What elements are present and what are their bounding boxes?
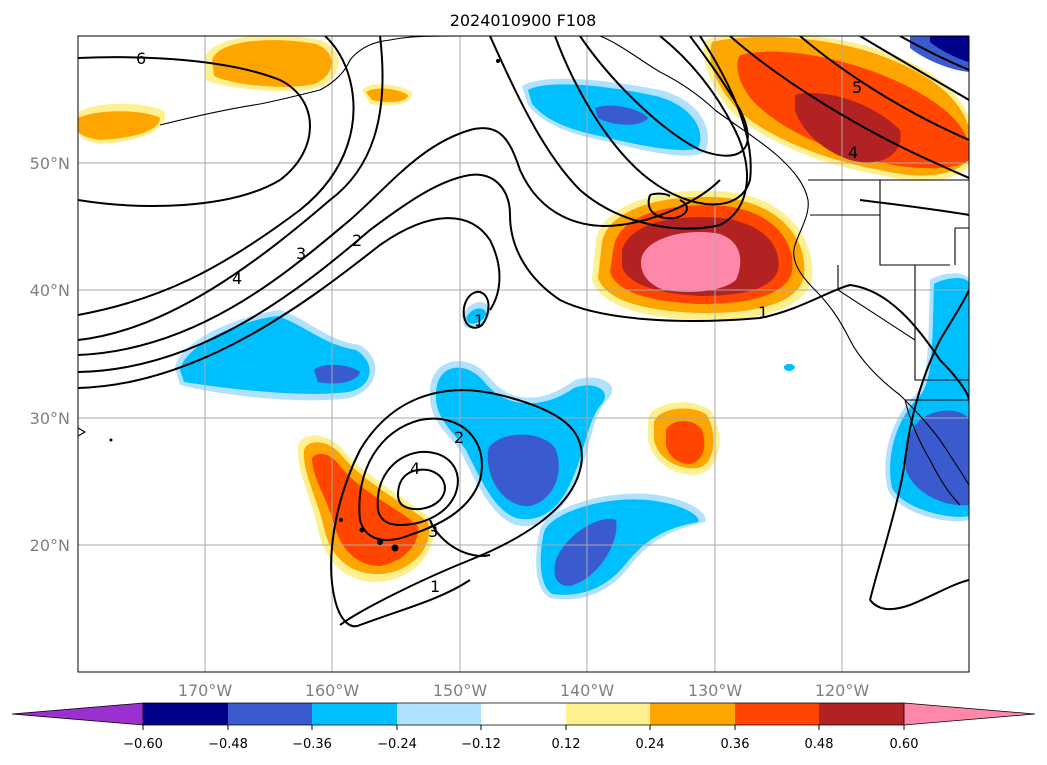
lon-label: 120°W (815, 681, 870, 700)
positive-anomaly-subtropic (648, 402, 720, 475)
colorbar-tick-label: −0.12 (461, 737, 501, 752)
colorbar-tick-label: −0.60 (123, 737, 163, 752)
contour-label: 2 (454, 428, 464, 447)
lat-label: 40°N (30, 281, 70, 300)
colorbar-tick-label: 0.12 (552, 737, 581, 752)
lat-label: 20°N (30, 536, 70, 555)
colorbar-extend-high (903, 702, 1036, 726)
contour-label: 4 (410, 459, 420, 478)
colorbar-tick-label: −0.24 (377, 737, 417, 752)
negative-anomaly-mexico (885, 273, 969, 522)
contour-label: 2 (352, 231, 362, 250)
colorbar-bin (312, 703, 397, 725)
colorbar-bin (481, 703, 566, 725)
contour-label: 5 (852, 78, 862, 97)
latitude-labels: 50°N 40°N 30°N 20°N (30, 154, 70, 555)
coastlines (78, 36, 969, 552)
lon-label: 150°W (433, 681, 488, 700)
map-title: 2024010900 F108 (450, 11, 597, 30)
colorbar-tick-label: 0.36 (721, 737, 750, 752)
contour-label: 1 (474, 311, 484, 330)
lat-label: 50°N (30, 154, 70, 173)
colorbar-tick-label: −0.36 (292, 737, 332, 752)
contour-label: 4 (848, 143, 858, 162)
colorbar-bin (650, 703, 735, 725)
lat-label: 30°N (30, 409, 70, 428)
contour-label: 6 (136, 49, 146, 68)
map-frame (77, 35, 970, 673)
colorbar-bin (143, 703, 228, 725)
lon-label: 170°W (178, 681, 233, 700)
shaded-anomaly-field (78, 36, 969, 600)
lon-label: 160°W (305, 681, 360, 700)
colorbar-tick-label: 0.48 (805, 737, 834, 752)
colorbar: −0.60 −0.48 −0.36 −0.24 −0.12 0.12 0.24 … (11, 702, 1036, 752)
colorbar-tick-label: 0.24 (636, 737, 665, 752)
colorbar-bin (735, 703, 819, 725)
colorbar-bin (397, 703, 481, 725)
contour-label: 1 (430, 577, 440, 596)
colorbar-ticks (142, 725, 905, 730)
positive-anomaly-offshore-ca (592, 190, 813, 321)
colorbar-tick-label: 0.60 (890, 737, 919, 752)
positive-anomaly-alaska (78, 36, 413, 144)
lon-label: 130°W (688, 681, 743, 700)
negative-anomaly-central (429, 301, 795, 600)
contour-label: 3 (296, 244, 306, 263)
longitude-labels: 170°W 160°W 150°W 140°W 130°W 120°W (178, 681, 870, 700)
colorbar-tick-label: −0.48 (208, 737, 248, 752)
graticule (78, 36, 969, 672)
contour-label: 3 (428, 522, 438, 541)
contour-labels: 6 5 4 2 3 4 1 4 2 3 1 1 (136, 49, 862, 596)
colorbar-bin (566, 703, 650, 725)
contour-label: 1 (758, 303, 768, 322)
colorbar-bin (819, 703, 904, 725)
negative-anomaly-gulf-alaska (522, 78, 708, 156)
contour-label: 4 (232, 269, 242, 288)
colorbar-bin (228, 703, 312, 725)
height-contours (78, 36, 969, 628)
lon-label: 140°W (560, 681, 615, 700)
map-panel: 6 5 4 2 3 4 1 4 2 3 1 1 (77, 35, 970, 673)
colorbar-extend-low (11, 702, 144, 726)
